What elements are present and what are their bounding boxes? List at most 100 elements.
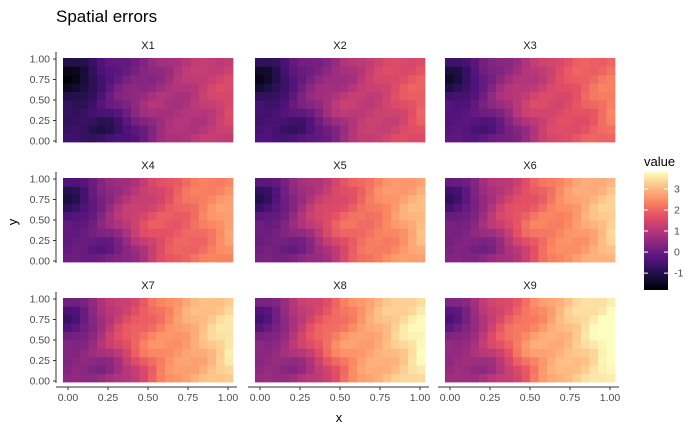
heatmap-cell (606, 331, 616, 341)
heatmap-cell (297, 194, 307, 204)
heatmap-cell (190, 314, 200, 324)
heatmap-cell (216, 373, 225, 383)
heatmap-cell (207, 253, 217, 263)
heatmap-cell (374, 314, 383, 324)
heatmap-cell (224, 83, 234, 92)
heatmap-cell (105, 340, 115, 349)
heatmap-cell (88, 236, 98, 246)
heatmap-cell (71, 58, 81, 67)
heatmap-cell (88, 74, 98, 84)
heatmap-cell (496, 203, 505, 212)
heatmap-cell (365, 194, 375, 204)
heatmap-cell (148, 211, 157, 221)
heatmap-cell (280, 74, 290, 84)
heatmap-cell (156, 66, 166, 76)
heatmap-cell (382, 245, 392, 254)
heatmap-cell (572, 66, 582, 76)
panel-label: X4 (141, 160, 154, 172)
heatmap-cell (521, 66, 531, 76)
heatmap-cell (224, 245, 234, 254)
heatmap-cell (263, 58, 273, 67)
heatmap-cell (272, 186, 281, 196)
heatmap-cell (530, 298, 539, 307)
heatmap-cell (97, 203, 106, 212)
heatmap-cell (470, 116, 480, 126)
heatmap-cell (323, 306, 332, 316)
heatmap-cell (63, 116, 72, 126)
heatmap-cell (453, 348, 463, 358)
heatmap-cell (357, 348, 366, 358)
heatmap-cell (521, 116, 531, 126)
heatmap-cell (538, 211, 548, 221)
heatmap-cell (114, 194, 123, 204)
heatmap-cell (445, 186, 454, 196)
heatmap-cell (538, 83, 548, 92)
heatmap-cell (391, 133, 400, 143)
heatmap-cell (538, 348, 548, 358)
heatmap-cell (216, 100, 225, 109)
heatmap-cell (547, 306, 556, 316)
heatmap-cell (513, 186, 522, 196)
heatmap-cell (114, 314, 123, 324)
heatmap-cell (139, 194, 149, 204)
heatmap-cell (289, 220, 298, 229)
heatmap-cell (216, 228, 225, 238)
heatmap-cell (564, 236, 573, 246)
heatmap-cell (80, 253, 89, 263)
heatmap-cell (340, 178, 349, 187)
heatmap-cell (156, 74, 166, 84)
heatmap-cell (97, 116, 106, 126)
heatmap-cell (224, 306, 234, 316)
heatmap-cell (374, 83, 383, 92)
heatmap-cell (331, 125, 341, 134)
heatmap-cell (382, 373, 392, 383)
heatmap-cell (382, 211, 392, 221)
heatmap-cell (504, 323, 514, 332)
heatmap-cell (105, 125, 115, 134)
heatmap-cell (148, 108, 157, 118)
heatmap-cell (114, 306, 123, 316)
heatmap-cell (357, 323, 366, 332)
heatmap-cell (581, 133, 590, 143)
heatmap-cell (399, 356, 409, 366)
heatmap-cell (71, 74, 81, 84)
heatmap-cell (156, 228, 166, 238)
heatmap-cell (487, 228, 497, 238)
heatmap-cell (416, 74, 426, 84)
heatmap-cell (374, 340, 383, 349)
heatmap-cell (105, 100, 115, 109)
heatmap-cell (504, 178, 514, 187)
heatmap-cell (479, 373, 488, 383)
heatmap-cell (462, 133, 471, 143)
heatmap-cell (589, 340, 599, 349)
heatmap-cell (190, 373, 200, 383)
heatmap-cell (114, 228, 123, 238)
heatmap-cell (589, 83, 599, 92)
heatmap-cell (182, 306, 191, 316)
heatmap-cell (453, 203, 463, 212)
heatmap-cell (139, 236, 149, 246)
heatmap-cell (182, 348, 191, 358)
heatmap-cell (255, 331, 264, 341)
heatmap-cell (391, 348, 400, 358)
heatmap-cell (131, 178, 140, 187)
heatmap-cell (598, 108, 607, 118)
heatmap-cell (479, 125, 488, 134)
heatmap-cell (453, 178, 463, 187)
heatmap-cell (272, 83, 281, 92)
heatmap-cell (71, 298, 81, 307)
heatmap-cell (105, 108, 115, 118)
heatmap-cell (538, 365, 548, 374)
heatmap-cell (207, 125, 217, 134)
heatmap-cell (479, 194, 488, 204)
heatmap-cell (148, 348, 157, 358)
heatmap-cell (462, 365, 471, 374)
heatmap-cell (71, 228, 81, 238)
heatmap-cell (391, 253, 400, 263)
heatmap-cell (391, 236, 400, 246)
heatmap-cell (88, 91, 98, 101)
heatmap-cell (80, 236, 89, 246)
heatmap-cell (513, 253, 522, 263)
heatmap-cell (165, 365, 174, 374)
heatmap-cell (399, 133, 409, 143)
